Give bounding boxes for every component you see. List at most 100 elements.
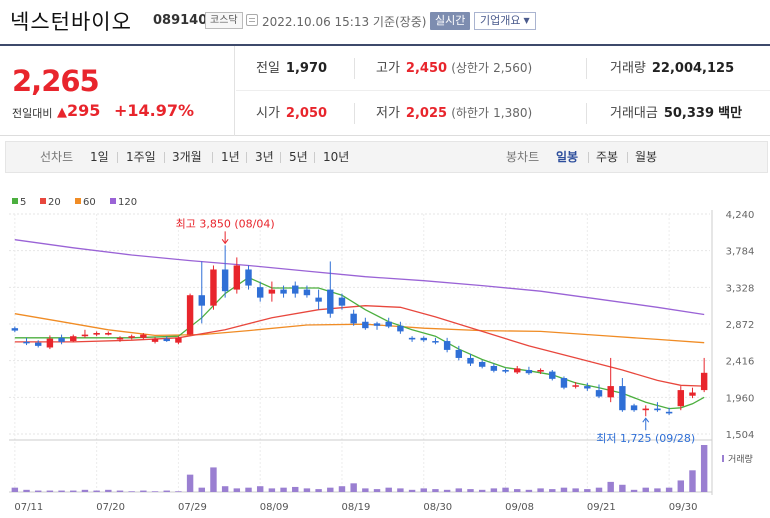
period-1y[interactable]: 1년 — [221, 150, 240, 164]
candle-body — [455, 349, 463, 358]
x-tick-label: 09/21 — [587, 502, 616, 513]
divider — [588, 152, 589, 163]
candle-body — [362, 321, 369, 329]
volume-bar — [46, 490, 54, 492]
divider — [212, 152, 213, 163]
volume-bar — [81, 489, 89, 492]
legend-swatch — [40, 198, 46, 204]
divider — [586, 58, 587, 79]
ma-line-20 — [14, 305, 705, 387]
candle-body — [338, 297, 346, 306]
volume-bar — [280, 487, 287, 492]
candle-weekly[interactable]: 주봉 — [596, 150, 619, 164]
divider — [117, 152, 118, 163]
candle-body — [280, 289, 287, 294]
volume-bar — [93, 490, 100, 492]
candle-body — [268, 289, 276, 294]
low-arrow-head — [642, 417, 650, 423]
period-3y[interactable]: 3년 — [255, 150, 274, 164]
candle-body — [385, 321, 392, 327]
volume-bar — [362, 488, 369, 492]
prev-close-value: 1,970 — [285, 61, 328, 76]
legend-ma20-label: 20 — [48, 197, 61, 208]
lower-limit-value: 1,380) — [493, 106, 533, 120]
candle-body — [221, 269, 229, 292]
candle-body — [46, 338, 54, 348]
line-chart-label: 선차트 — [40, 150, 74, 164]
candle-body — [665, 411, 673, 414]
divider — [246, 152, 247, 163]
volume-bar — [654, 488, 661, 492]
x-tick-label: 08/19 — [342, 502, 371, 513]
y-tick-label: 3,784 — [726, 247, 755, 258]
divider — [314, 152, 315, 163]
candle-body — [34, 342, 42, 346]
candle-chart-label: 봉차트 — [506, 150, 540, 164]
volume-bar — [385, 487, 392, 492]
volume-bar — [186, 474, 194, 492]
candle-body — [327, 289, 334, 314]
period-10y[interactable]: 10년 — [323, 150, 350, 164]
stock-name: 넥스턴바이오 — [10, 10, 132, 34]
candle-daily[interactable]: 일봉 — [556, 150, 579, 164]
period-3m[interactable]: 3개월 — [172, 150, 202, 164]
period-1w[interactable]: 1주일 — [126, 150, 156, 164]
change-rate: +14.97% — [114, 101, 195, 120]
company-overview-button[interactable]: 기업개요 ▼ — [474, 12, 536, 30]
open-cell: 시가 2,050 — [256, 91, 327, 136]
amount-label: 거래대금 — [610, 106, 658, 121]
candle-body — [373, 323, 381, 326]
realtime-button[interactable]: 실시간 — [430, 12, 471, 30]
x-tick-label: 07/11 — [14, 502, 43, 513]
candle-body — [572, 385, 579, 387]
volume-bar — [163, 490, 170, 492]
period-1d[interactable]: 1일 — [90, 150, 109, 164]
candle-body — [443, 341, 451, 350]
volume-bar — [116, 490, 124, 492]
open-value: 2,050 — [285, 106, 328, 121]
volume-value: 22,004,125 — [651, 61, 735, 76]
candle-body — [677, 390, 685, 407]
volume-legend-swatch — [722, 455, 724, 462]
candle-body — [595, 390, 603, 397]
candle-body — [58, 337, 65, 342]
calendar-icon — [246, 14, 258, 26]
amount-unit: 백만 — [718, 106, 743, 121]
y-tick-label: 1,504 — [726, 430, 755, 441]
volume-label: 거래량 — [610, 61, 646, 76]
price-diff: ▲295 — [57, 101, 100, 120]
volume-bar — [525, 489, 533, 492]
volume-bar — [572, 488, 579, 492]
candle-body — [689, 392, 696, 396]
candle-body — [560, 378, 568, 388]
legend-ma120: 120 — [110, 196, 137, 210]
volume-bar — [443, 489, 451, 492]
volume-bar — [537, 488, 544, 492]
low-annotation: 최저 1,725 (09/28) — [596, 432, 695, 445]
candle-body — [93, 333, 100, 335]
low-label: 저가 — [376, 106, 400, 121]
upper-limit-label: (상한가 — [451, 61, 489, 75]
volume-bar — [408, 489, 416, 492]
volume-bar — [689, 470, 696, 492]
x-tick-label: 09/30 — [669, 502, 698, 513]
candle-body — [502, 369, 509, 372]
period-5y[interactable]: 5년 — [289, 150, 308, 164]
timestamp: 2022.10.06 15:13 기준(장중) — [262, 15, 427, 29]
volume-bar — [642, 487, 649, 492]
prev-close-cell: 전일 1,970 — [256, 46, 327, 91]
candle-monthly[interactable]: 월봉 — [635, 150, 658, 164]
volume-bar — [584, 489, 591, 492]
volume-bar — [432, 489, 439, 492]
candle-body — [151, 338, 159, 342]
high-cell: 고가 2,450 (상한가 2,560) — [376, 46, 532, 91]
amount-cell: 거래대금 50,339 백만 — [610, 91, 742, 136]
volume-bar — [23, 489, 30, 492]
period-selector: 선차트 1일 1주일 3개월 1년 3년 5년 10년 봉차트 일봉 주봉 월봉 — [5, 141, 768, 173]
candle-body — [630, 405, 638, 411]
price-diff-value: 295 — [67, 101, 101, 120]
stock-code: 089140 — [153, 13, 208, 28]
candle-body — [642, 408, 649, 411]
candle-body — [607, 386, 614, 398]
